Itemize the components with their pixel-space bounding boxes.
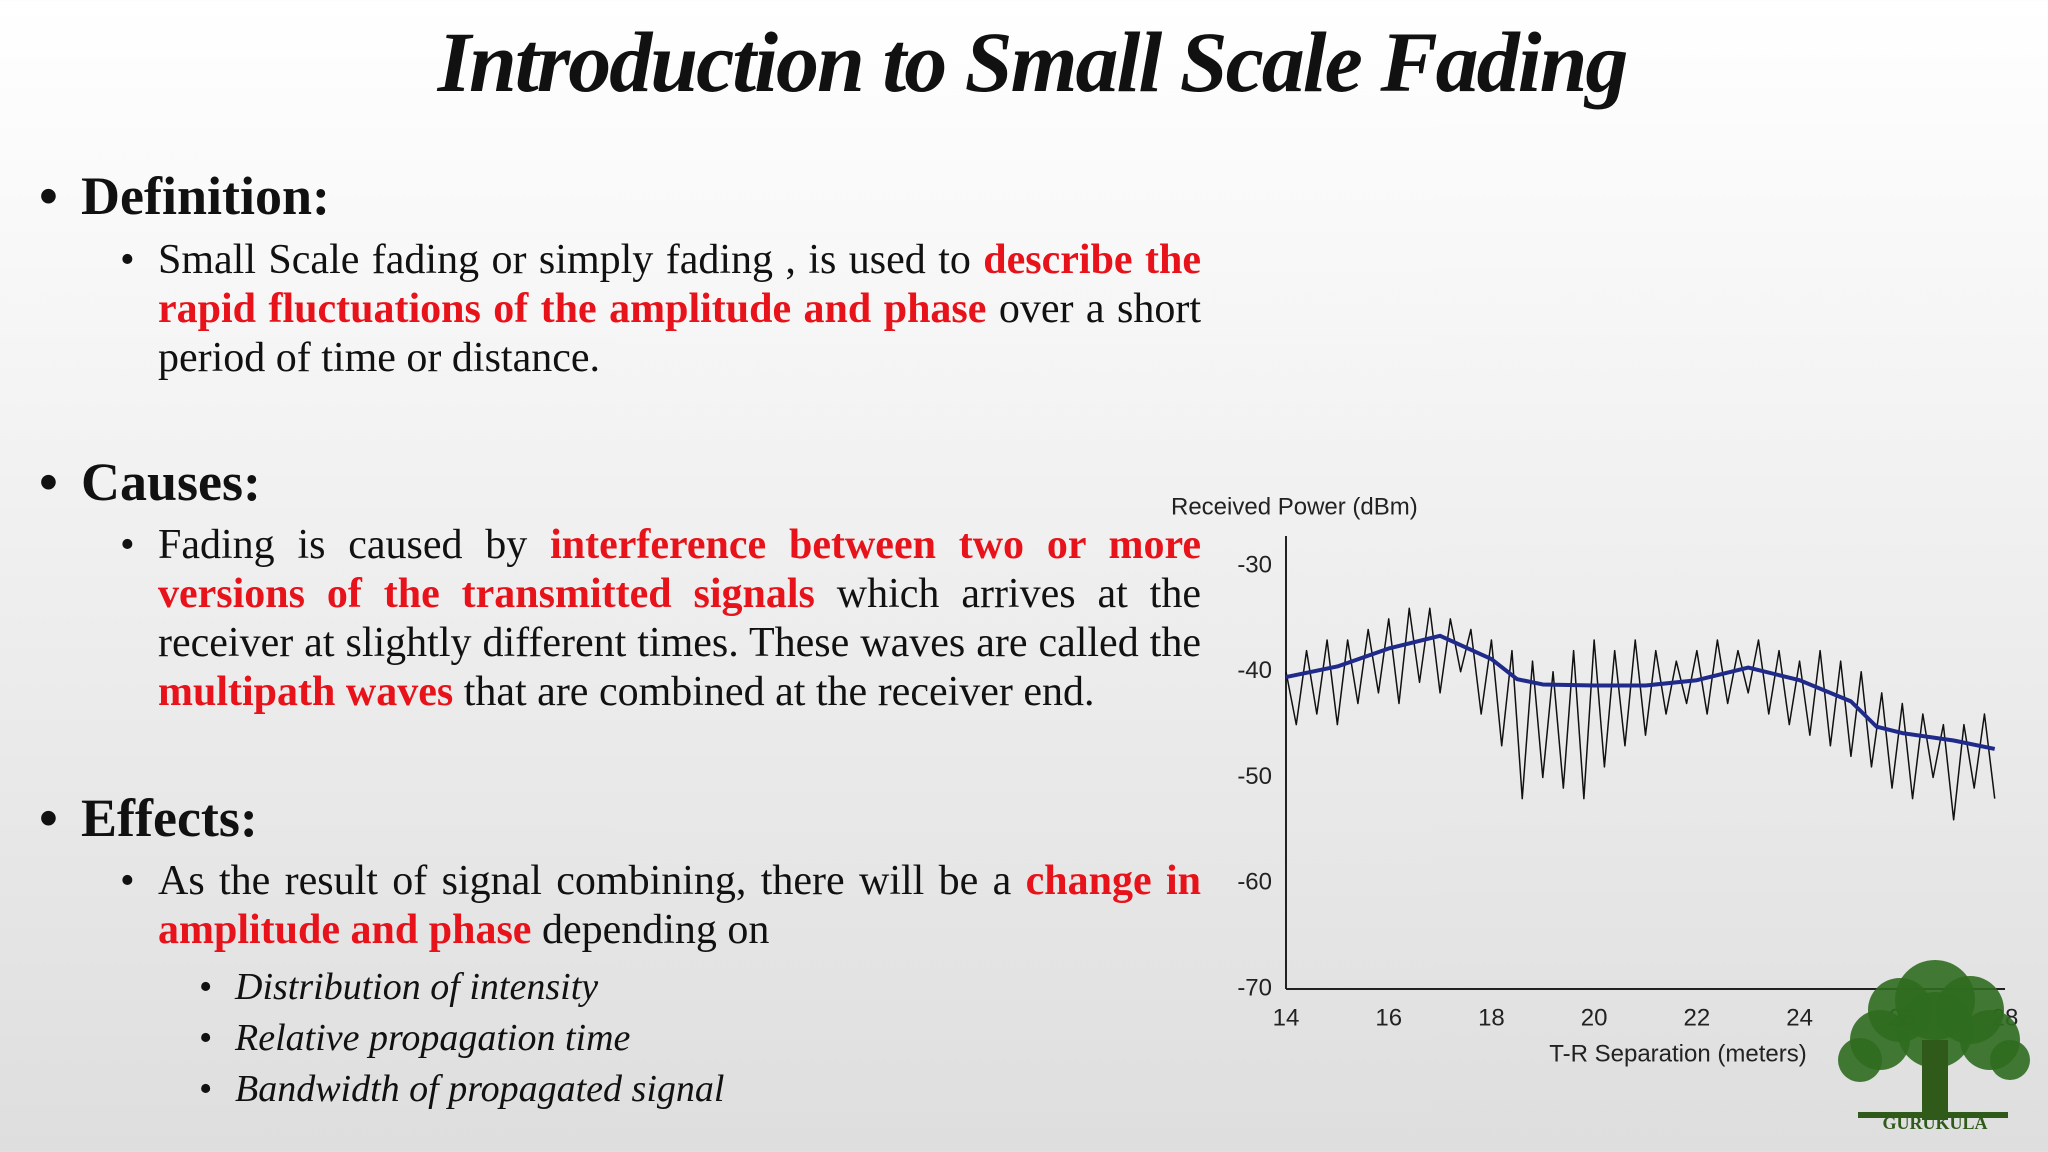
logo: GURUKULA (1838, 960, 2030, 1133)
highlight-text: change in amplitude and phase (158, 858, 1201, 953)
text: Fading is caused by (158, 522, 528, 568)
logo-foliage (1838, 1038, 1882, 1082)
text: which arrives at the receiver at slightl… (158, 571, 1201, 666)
x-tick-label: 24 (1786, 1004, 1813, 1031)
x-tick-label: 22 (1684, 1004, 1711, 1031)
data-line (1285, 633, 1996, 751)
bullet-item: Small Scale fading or simply fading , is… (120, 236, 1201, 383)
logo-ground (1858, 1112, 2008, 1118)
sub-item: Distribution of intensity (199, 962, 598, 1013)
y-tick-label: -70 (1237, 974, 1272, 1001)
y-tick-label: -40 (1237, 657, 1272, 684)
text: Small Scale fading or simply fading , is… (158, 237, 971, 283)
text: depending on (541, 907, 770, 953)
text: As the result of signal combining, there… (158, 858, 1012, 904)
data-line (1285, 607, 1996, 821)
sub-item: Relative propagation time (199, 1013, 630, 1064)
highlight-text: interference between two or more version… (158, 522, 1202, 617)
logo-trunk (1922, 1040, 1948, 1120)
y-tick-label: -60 (1237, 869, 1272, 896)
x-tick-label: 18 (1478, 1004, 1505, 1031)
x-tick-label: 20 (1581, 1004, 1608, 1031)
logo-label: GURUKULA (1882, 1113, 1987, 1133)
highlight-text: describe the rapid fluctuations of the a… (158, 237, 1201, 332)
bullet-item: As the result of signal combining, there… (120, 857, 1201, 955)
slide-title: Introduction to Small Scale Fading (437, 14, 1629, 110)
x-tick-label: 14 (1273, 1004, 1300, 1031)
section-heading: Effects: (39, 788, 258, 848)
x-tick-label: 16 (1375, 1004, 1402, 1031)
section-heading: Causes: (39, 452, 261, 512)
logo-foliage (1897, 992, 1973, 1068)
x-axis-label: T-R Separation (meters) (1549, 1040, 1806, 1067)
text: over a short period of time or distance. (158, 286, 1201, 381)
y-tick-label: -30 (1237, 551, 1272, 578)
y-axis-label: Received Power (dBm) (1171, 493, 1418, 520)
bullet-item: Fading is caused by interference between… (120, 521, 1202, 717)
sub-item: Bandwidth of propagated signal (199, 1064, 724, 1115)
logo-foliage (1990, 1040, 2030, 1080)
section-heading: Definition: (39, 166, 330, 226)
y-tick-label: -50 (1237, 763, 1272, 790)
text: that are combined at the receiver end. (463, 669, 1095, 715)
highlight-text: multipath waves (158, 669, 454, 715)
